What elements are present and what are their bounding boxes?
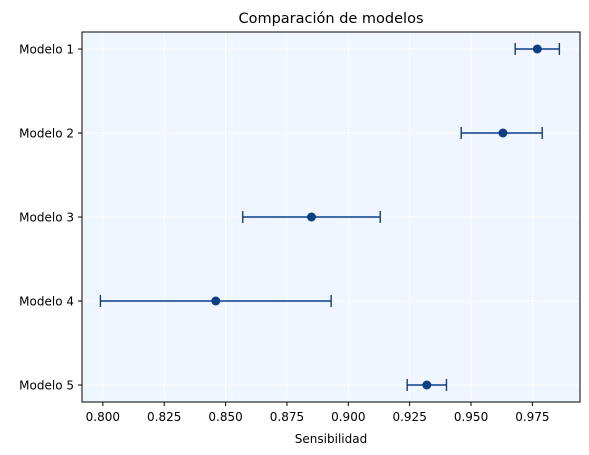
data-points bbox=[211, 44, 542, 390]
x-tick-label: 0.925 bbox=[392, 410, 426, 424]
x-tick-label: 0.800 bbox=[86, 410, 120, 424]
data-point bbox=[422, 380, 432, 390]
x-tick-label: 0.850 bbox=[208, 410, 242, 424]
y-tick-label: Modelo 3 bbox=[19, 211, 74, 225]
chart-title: Comparación de modelos bbox=[238, 11, 423, 27]
data-point bbox=[498, 128, 508, 138]
data-point bbox=[532, 44, 542, 54]
y-tick-label: Modelo 2 bbox=[19, 127, 74, 141]
x-axis-ticks: 0.800 0.825 0.850 0.875 0.900 0.925 0.950 0.975 bbox=[86, 402, 550, 424]
x-tick-label: 0.900 bbox=[331, 410, 365, 424]
data-point bbox=[306, 212, 316, 222]
x-axis-label: Sensibilidad bbox=[295, 432, 367, 446]
x-tick-label: 0.825 bbox=[147, 410, 181, 424]
x-tick-label: 0.975 bbox=[515, 410, 549, 424]
data-point bbox=[211, 296, 221, 306]
y-axis-ticks: Modelo 1 Modelo 2 Modelo 3 Modelo 4 Modelo 5 bbox=[19, 43, 82, 393]
y-tick-label: Modelo 5 bbox=[19, 379, 74, 393]
y-tick-label: Modelo 4 bbox=[19, 295, 74, 309]
y-tick-label: Modelo 1 bbox=[19, 43, 74, 57]
x-tick-label: 0.950 bbox=[454, 410, 488, 424]
x-tick-label: 0.875 bbox=[270, 410, 304, 424]
